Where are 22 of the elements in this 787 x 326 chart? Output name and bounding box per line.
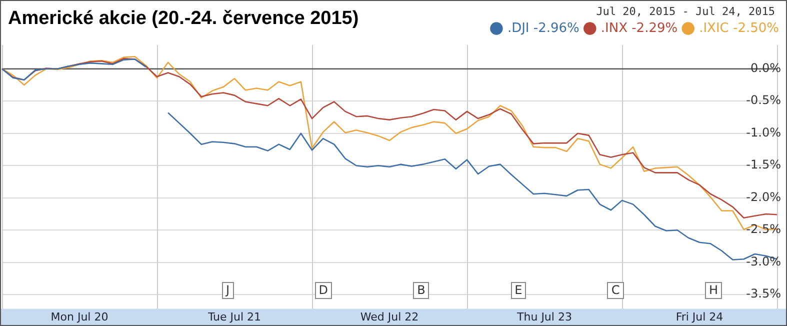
annotation: C <box>607 282 624 299</box>
x-tick-label: Wed Jul 22 <box>360 310 419 324</box>
y-tick-label: -0.5% <box>746 93 781 108</box>
y-tick-label: -1.5% <box>746 158 781 172</box>
y-tick-label: -3.5% <box>746 286 781 301</box>
chart-title: Americké akcie (20.-24. července 2015) <box>8 8 359 30</box>
annotation: H <box>704 282 722 299</box>
x-tick-label: Mon Jul 20 <box>50 310 108 324</box>
annotation: D <box>314 282 332 299</box>
legend-label: .DJI -2.96% <box>507 20 580 36</box>
chart-subtitle: Jul 20, 2015 - Jul 24, 2015 <box>596 5 775 18</box>
y-tick-label: -3.0% <box>746 254 781 268</box>
x-tick-label: Thu Jul 23 <box>516 310 572 324</box>
y-tick-label: -2.0% <box>746 190 781 204</box>
annotation: J <box>222 282 234 299</box>
annotation: B <box>413 282 430 299</box>
annotation: E <box>510 282 526 299</box>
legend-label: .INX -2.29% <box>600 20 678 36</box>
x-tick-label: Tue Jul 21 <box>206 310 262 324</box>
y-tick-label: -1.0% <box>746 125 781 140</box>
x-tick-label: Fri Jul 24 <box>676 310 724 324</box>
legend-label: .IXIC -2.50% <box>699 20 779 36</box>
